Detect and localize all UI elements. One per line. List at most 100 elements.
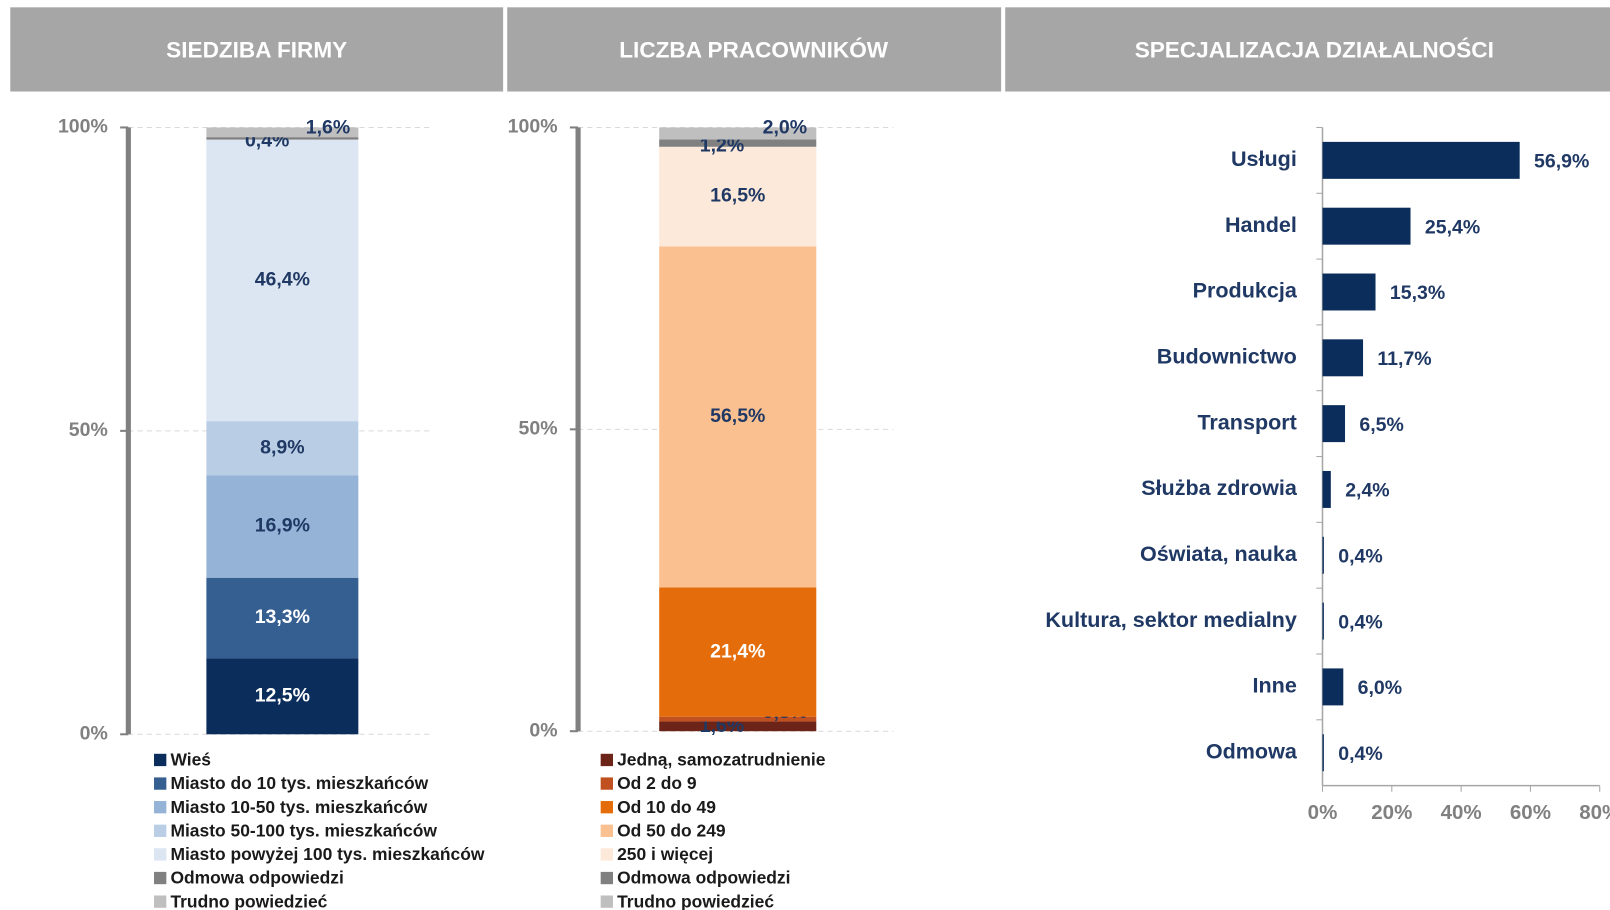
bar: [1322, 339, 1364, 377]
legend-label: Miasto 10-50 tys. mieszkańców: [170, 797, 427, 817]
y-tick-label: 100%: [58, 116, 108, 138]
data-label: 0,4%: [1338, 743, 1382, 765]
bar: [1322, 734, 1324, 772]
data-label: 1,6%: [306, 117, 350, 139]
x-tick-label: 20%: [1371, 801, 1412, 824]
legend-label: Trudno powiedzieć: [617, 891, 774, 910]
y-tick-label: 50%: [519, 417, 558, 439]
y-tick-label: 0%: [80, 722, 108, 744]
data-label: 56,9%: [1534, 151, 1589, 173]
panel-header: [507, 7, 1002, 92]
bar: [1322, 141, 1520, 179]
bar: [1322, 602, 1324, 640]
legend-label: Jedną, samozatrudnienie: [617, 750, 826, 770]
x-tick-label: 40%: [1441, 801, 1482, 824]
legend-label: 250 i więcej: [617, 844, 713, 864]
x-tick-label: 80%: [1579, 801, 1610, 824]
y-tick-label: 50%: [69, 419, 108, 441]
y-tick-label: Handel: [1225, 212, 1297, 237]
legend-swatch: [154, 895, 167, 908]
panel-header: [1005, 7, 1610, 92]
x-tick-label: 0%: [1308, 801, 1338, 824]
bar: [1322, 405, 1346, 443]
bar-segment: [659, 139, 817, 147]
data-label: 6,0%: [1358, 677, 1402, 699]
legend-swatch: [154, 871, 167, 885]
data-label: 2,0%: [763, 117, 807, 139]
panel-header: [10, 7, 504, 92]
data-label: 16,9%: [255, 515, 310, 537]
bar-segment: [659, 127, 817, 140]
bar-segment: [206, 421, 359, 476]
y-tick-label: 0%: [529, 719, 557, 741]
y-tick-label: Odmowa: [1206, 738, 1298, 763]
bar: [1322, 273, 1376, 311]
legend-label: Miasto 50-100 tys. mieszkańców: [170, 820, 437, 840]
data-label: 1,2%: [700, 134, 744, 156]
bar-segment: [206, 127, 359, 138]
chart-title: LICZBA PRACOWNIKÓW: [619, 37, 888, 62]
legend-label: Wieś: [170, 750, 211, 770]
y-tick-label: Służba zdrowia: [1141, 475, 1298, 500]
bar: [1322, 207, 1411, 245]
y-tick-label: Budownictwo: [1157, 344, 1297, 369]
data-label: 15,3%: [1390, 282, 1445, 304]
y-tick-label: Produkcja: [1193, 278, 1298, 303]
legend-swatch: [154, 753, 167, 767]
bar-segment: [659, 587, 817, 717]
y-tick-label: Kultura, sektor medialny: [1045, 607, 1296, 632]
legend-swatch: [154, 848, 167, 861]
legend-label: Odmowa odpowiedzi: [170, 868, 343, 888]
y-tick-label: Inne: [1253, 673, 1297, 698]
data-label: 8,9%: [260, 436, 304, 458]
data-label: 12,5%: [255, 685, 310, 707]
data-label: 11,7%: [1377, 348, 1431, 370]
bar-segment: [659, 716, 817, 722]
legend-label: Od 10 do 49: [617, 797, 716, 817]
bar-segment: [206, 658, 359, 735]
x-tick-label: 60%: [1510, 801, 1551, 824]
bar: [1322, 536, 1324, 574]
y-tick-label: Oświata, nauka: [1140, 541, 1298, 566]
bar-segment: [659, 246, 817, 588]
bar: [1322, 470, 1331, 508]
legend-label: Miasto do 10 tys. mieszkańców: [170, 773, 428, 793]
y-tick-label: 100%: [508, 116, 558, 138]
legend-swatch: [154, 777, 167, 790]
data-label: 21,4%: [710, 640, 765, 662]
data-label: 6,5%: [1359, 414, 1403, 436]
bar-segment: [206, 137, 359, 140]
y-tick-label: Usługi: [1231, 146, 1297, 171]
data-label: 56,5%: [710, 405, 765, 427]
legend-swatch: [600, 824, 613, 837]
legend-swatch: [600, 777, 613, 790]
data-label: 16,5%: [710, 185, 765, 207]
bar-segment: [206, 475, 359, 578]
legend-swatch: [600, 848, 613, 861]
legend-swatch: [154, 801, 167, 814]
data-label: 0,4%: [1338, 611, 1382, 633]
legend-label: Od 2 do 9: [617, 773, 697, 793]
chart-title: SIEDZIBA FIRMY: [166, 37, 347, 62]
data-label: 46,4%: [255, 269, 310, 291]
legend-swatch: [154, 824, 167, 837]
y-tick-label: Transport: [1197, 409, 1296, 434]
data-label: 25,4%: [1425, 216, 1480, 238]
data-label: 0,4%: [1338, 545, 1382, 567]
legend-label: Odmowa odpowiedzi: [617, 868, 790, 888]
legend-label: Od 50 do 249: [617, 820, 726, 840]
legend-swatch: [600, 871, 613, 885]
chart-title: SPECJALIZACJA DZIAŁALNOŚCI: [1135, 37, 1494, 62]
legend-label: Trudno powiedzieć: [170, 891, 327, 910]
bar-segment: [659, 146, 817, 247]
bar: [1322, 668, 1344, 706]
bar-segment: [206, 139, 359, 422]
data-label: 13,3%: [255, 606, 310, 628]
bar-segment: [659, 721, 817, 732]
legend-swatch: [600, 895, 613, 908]
legend-swatch: [600, 801, 613, 814]
bar-segment: [206, 577, 359, 659]
legend-swatch: [600, 753, 613, 767]
legend-label: Miasto powyżej 100 tys. mieszkańców: [170, 844, 484, 864]
